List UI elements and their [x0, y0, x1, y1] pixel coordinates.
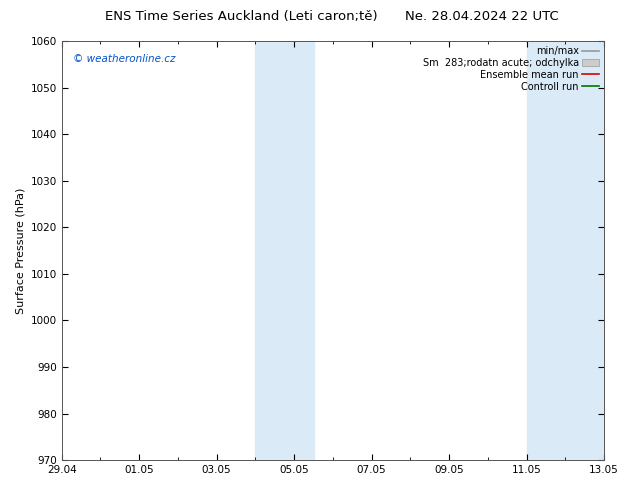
Text: ENS Time Series Auckland (Leti caron;tě): ENS Time Series Auckland (Leti caron;tě)	[105, 10, 377, 23]
Text: Ne. 28.04.2024 22 UTC: Ne. 28.04.2024 22 UTC	[405, 10, 559, 23]
Bar	[256, 41, 314, 460]
Text: © weatheronline.cz: © weatheronline.cz	[72, 53, 175, 64]
Bar	[527, 41, 604, 460]
Legend: min/max, Sm  283;rodatn acute; odchylka, Ensemble mean run, Controll run: min/max, Sm 283;rodatn acute; odchylka, …	[423, 46, 599, 92]
Y-axis label: Surface Pressure (hPa): Surface Pressure (hPa)	[15, 187, 25, 314]
